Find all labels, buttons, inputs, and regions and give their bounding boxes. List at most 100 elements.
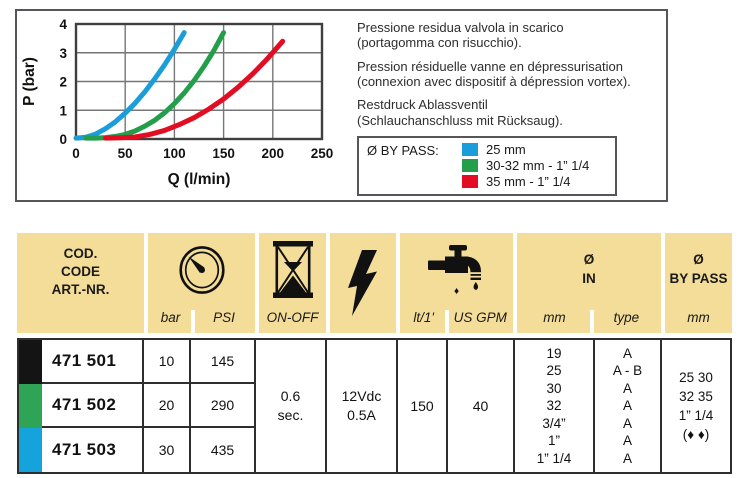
bypass-legend: Ø BY PASS: 25 mm 30-32 mm - 1” 1/4 35 mm -… <box>357 135 617 196</box>
pressure-psi: 435 <box>191 428 256 472</box>
list-line: A <box>622 415 632 431</box>
list-line: 19 <box>546 345 562 361</box>
legend-items: 25 mm 30-32 mm - 1” 1/4 35 mm - 1” 1/4 <box>462 142 589 190</box>
list-line: A <box>622 345 632 361</box>
list-line: A <box>622 433 632 449</box>
description-line: Pression résiduelle vanne en dépressuris… <box>357 58 623 74</box>
product-code: 471 502 <box>42 384 144 428</box>
svg-text:100: 100 <box>163 146 186 161</box>
pressure-units: bar PSI <box>148 306 255 333</box>
onoff-unit: ON-OFF <box>259 306 326 333</box>
list-line: 1” 1/4 <box>536 450 572 466</box>
unit-type: type <box>613 310 640 325</box>
svg-text:200: 200 <box>262 146 285 161</box>
pressure-psi: 145 <box>191 340 256 384</box>
row-color-swatch <box>19 340 42 384</box>
list-line: 25 30 <box>679 370 713 385</box>
code-header-label: COD. CODE ART.-NR. <box>51 246 110 297</box>
header-pressure-group: bar PSI <box>148 233 255 333</box>
pressure-psi: 290 <box>191 384 256 428</box>
diamond-icon: ♦ <box>453 286 460 297</box>
chart-area: 0 50 100 150 200 250 0 1 2 3 4 Q (l/min) P (bar) <box>17 11 355 200</box>
list-line: 1” <box>547 433 560 449</box>
legend-item: 30-32 mm - 1” 1/4 <box>462 158 589 173</box>
header-bypass-group: Ø BY PASS mm <box>665 233 732 333</box>
svg-text:50: 50 <box>118 146 133 161</box>
bypass-title: Ø BY PASS <box>669 251 728 286</box>
table-body: 471 501 10 145 471 502 20 290 471 503 30… <box>17 338 732 474</box>
list-line: 1” 1/4 <box>678 408 714 423</box>
svg-text:0: 0 <box>59 132 67 147</box>
pressure-bar: 20 <box>144 384 191 428</box>
spec-table: COD. CODE ART.-NR. bar PSI <box>17 233 732 474</box>
svg-text:250: 250 <box>311 146 334 161</box>
unit-bypass-mm: mm <box>687 310 710 325</box>
header-inlet-group: Ø IN mm type <box>517 233 661 333</box>
gauge-icon <box>148 233 255 306</box>
panel-text-column: Pressione residua valvola in scarico (po… <box>355 11 666 200</box>
lightning-icon <box>330 233 396 333</box>
header-timing-group: ON-OFF <box>259 233 326 333</box>
svg-text:P (bar): P (bar) <box>21 57 38 106</box>
flow-us-gpm: 40 <box>448 340 515 472</box>
description-line: (portagomma con risucchio). <box>357 35 522 51</box>
table-header-row: COD. CODE ART.-NR. bar PSI <box>17 233 732 333</box>
residual-pressure-chart: 0 50 100 150 200 250 0 1 2 3 4 Q (l/min) P (bar) <box>21 17 334 188</box>
list-line: A <box>622 450 632 466</box>
pressure-bar: 10 <box>144 340 191 384</box>
flow-lt-min: 150 <box>398 340 448 472</box>
list-line: A - B <box>612 363 643 379</box>
row-color-swatch <box>19 384 42 428</box>
unit-mm: mm <box>543 310 566 325</box>
description-line: Pressione residua valvola in scarico <box>357 20 564 35</box>
header-flow-group: ♦ lt/1' US GPM <box>400 233 513 333</box>
list-line: 32 <box>546 398 562 414</box>
unit-lt: lt/1' <box>413 310 435 325</box>
unit-usgpm: US GPM <box>453 310 507 325</box>
description-line: Restdruck Ablassventil <box>357 97 488 113</box>
list-line: A <box>622 380 632 396</box>
row-color-swatch <box>19 428 42 472</box>
list-line: 3/4” <box>542 415 566 431</box>
header-electric-group <box>330 233 396 333</box>
list-line: (♦ ♦) <box>682 427 710 442</box>
legend-color-swatch <box>462 158 478 172</box>
electric-spec: 12Vdc 0.5A <box>327 340 398 472</box>
onoff-time: 0.6 sec. <box>256 340 327 472</box>
svg-text:2: 2 <box>59 75 67 90</box>
legend-color-swatch <box>462 142 478 156</box>
description-french: Pression résiduelle vanne en dépressuris… <box>357 59 660 90</box>
unit-onoff: ON-OFF <box>266 310 319 325</box>
svg-text:Q (l/min): Q (l/min) <box>168 171 231 188</box>
inlet-title: Ø IN <box>582 251 596 286</box>
list-line: 25 <box>546 363 562 379</box>
unit-psi: PSI <box>213 310 235 325</box>
svg-text:3: 3 <box>59 46 67 61</box>
hourglass-icon <box>259 233 326 306</box>
list-line: 32 35 <box>679 389 713 404</box>
residual-pressure-panel: 0 50 100 150 200 250 0 1 2 3 4 Q (l/min) P (bar) Pre… <box>15 9 668 202</box>
product-code: 471 501 <box>42 340 144 384</box>
list-line: A <box>622 398 632 414</box>
description-line: (Schlauchanschluss mit Rücksaug). <box>357 112 563 128</box>
header-code-group: COD. CODE ART.-NR. <box>17 233 144 333</box>
list-line: 30 <box>546 380 562 396</box>
legend-item: 25 mm <box>462 142 589 157</box>
sub-divider <box>589 310 594 333</box>
product-code: 471 503 <box>42 428 144 472</box>
svg-text:4: 4 <box>59 17 67 32</box>
inlet-units: mm type <box>517 306 661 333</box>
flow-units: lt/1' US GPM <box>400 306 513 333</box>
legend-title: Ø BY PASS: <box>367 142 439 158</box>
svg-text:0: 0 <box>72 146 80 161</box>
legend-color-swatch <box>462 174 478 188</box>
legend-label: 25 mm <box>486 141 526 157</box>
bypass-mm-list: 25 30 32 35 1” 1/4 (♦ ♦) <box>662 340 730 472</box>
legend-label: 35 mm - 1” 1/4 <box>486 173 571 189</box>
description-italian: Pressione residua valvola in scarico (po… <box>357 20 660 51</box>
bypass-units: mm <box>665 306 732 333</box>
svg-text:150: 150 <box>212 146 235 161</box>
description-line: (connexion avec dispositif à dépression … <box>357 73 631 89</box>
